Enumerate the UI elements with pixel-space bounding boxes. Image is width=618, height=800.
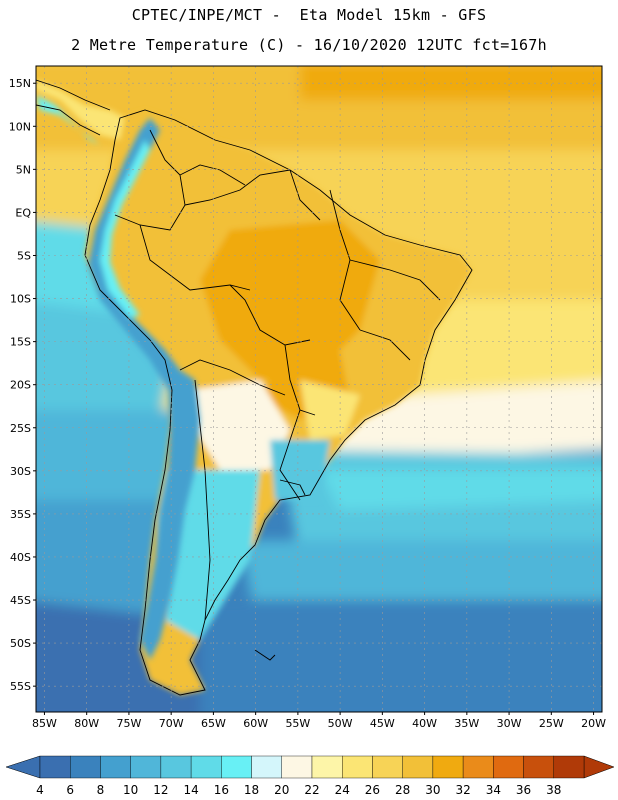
map-title-line2: 2 Metre Temperature (C) - 16/10/2020 12U… — [71, 36, 547, 54]
latitude-tick-label: 5S — [17, 249, 31, 262]
colorbar-label: 32 — [455, 783, 470, 797]
colorbar-label: 18 — [244, 783, 259, 797]
longitude-tick-label: 80W — [74, 717, 99, 730]
colorbar-swatch — [190, 755, 222, 779]
colorbar-label: 6 — [66, 783, 74, 797]
colorbar-swatch — [39, 755, 71, 779]
latitude-tick-label: 50S — [10, 637, 31, 650]
colorbar-label: 12 — [153, 783, 168, 797]
colorbar-label: 36 — [516, 783, 531, 797]
map-frame — [35, 65, 603, 713]
colorbar-label: 14 — [183, 783, 198, 797]
latitude-tick-label: 5N — [16, 163, 31, 176]
colorbar-swatch — [70, 755, 101, 779]
latitude-tick-label: 15S — [10, 336, 31, 349]
longitude-tick-label: 70W — [159, 717, 184, 730]
colorbar-swatch — [311, 755, 343, 779]
colorbar-label: 38 — [546, 783, 561, 797]
longitude-tick-label: 50W — [328, 717, 353, 730]
longitude-tick-label: 45W — [370, 717, 395, 730]
colorbar-label: 10 — [123, 783, 138, 797]
latitude-tick-label: 25S — [10, 422, 31, 435]
longitude-tick-label: 35W — [454, 717, 479, 730]
colorbar-label: 30 — [425, 783, 440, 797]
colorbar-label: 34 — [486, 783, 501, 797]
colorbar-swatch — [432, 755, 464, 779]
colorbar-label: 28 — [395, 783, 410, 797]
latitude-tick-label: 15N — [9, 77, 31, 90]
colorbar-label: 20 — [274, 783, 289, 797]
colorbar-label: 22 — [304, 783, 319, 797]
latitude-tick-label: 30S — [10, 465, 31, 478]
latitude-tick-label: EQ — [15, 206, 31, 219]
colorbar-label: 4 — [36, 783, 44, 797]
country-borders — [36, 79, 473, 696]
longitude-tick-labels: 85W 80W 75W 70W 65W 60W 55W 50W 45W 40W 35W 30W 25W 2… — [32, 712, 606, 730]
longitude-tick-label: 55W — [285, 717, 310, 730]
colorbar-swatch — [402, 755, 434, 779]
colorbar-right-arrow — [583, 755, 615, 779]
colorbar-swatch — [281, 755, 313, 779]
longitude-tick-label: 85W — [32, 717, 57, 730]
colorbar-swatch — [251, 755, 282, 779]
colorbar-swatch — [100, 755, 131, 779]
map-title-line1: CPTEC/INPE/MCT - Eta Model 15km - GFS — [131, 6, 487, 24]
latitude-tick-label: 10S — [10, 293, 31, 306]
colorbar-swatch — [160, 755, 192, 779]
longitude-tick-label: 30W — [497, 717, 522, 730]
longitude-tick-label: 20W — [581, 717, 606, 730]
latitude-tick-label: 10N — [9, 120, 31, 133]
map-field — [36, 66, 602, 712]
colorbar-swatch — [342, 755, 373, 779]
longitude-tick-label: 25W — [539, 717, 564, 730]
colorbar-swatch — [523, 755, 554, 779]
graticule — [36, 66, 602, 712]
colorbar-label: 26 — [365, 783, 380, 797]
latitude-tick-label: 40S — [10, 551, 31, 564]
colorbar-label: 24 — [335, 783, 350, 797]
longitude-tick-label: 75W — [116, 717, 141, 730]
colorbar-swatch — [462, 755, 494, 779]
latitude-tick-labels: 15N 10N 5N EQ 5S 10S 15S 20S 25S 30S 35S 40S 45S 50S 5… — [9, 77, 36, 693]
colorbar-swatch — [130, 755, 162, 779]
colorbar-label: 8 — [97, 783, 105, 797]
colorbar-swatch — [221, 755, 252, 779]
latitude-tick-label: 45S — [10, 594, 31, 607]
colorbar-swatch — [553, 755, 585, 779]
colorbar: 4 6 8 10 12 14 16 18 20 22 24 26 28 30 32 34 36 38 — [5, 755, 615, 797]
latitude-tick-label: 20S — [10, 379, 31, 392]
latitude-tick-label: 35S — [10, 508, 31, 521]
colorbar-swatch — [372, 755, 403, 779]
longitude-tick-label: 40W — [412, 717, 437, 730]
longitude-tick-label: 65W — [201, 717, 226, 730]
colorbar-left-arrow — [5, 755, 41, 779]
colorbar-label: 16 — [214, 783, 229, 797]
longitude-tick-label: 60W — [243, 717, 268, 730]
colorbar-swatch — [493, 755, 524, 779]
latitude-tick-label: 55S — [10, 680, 31, 693]
